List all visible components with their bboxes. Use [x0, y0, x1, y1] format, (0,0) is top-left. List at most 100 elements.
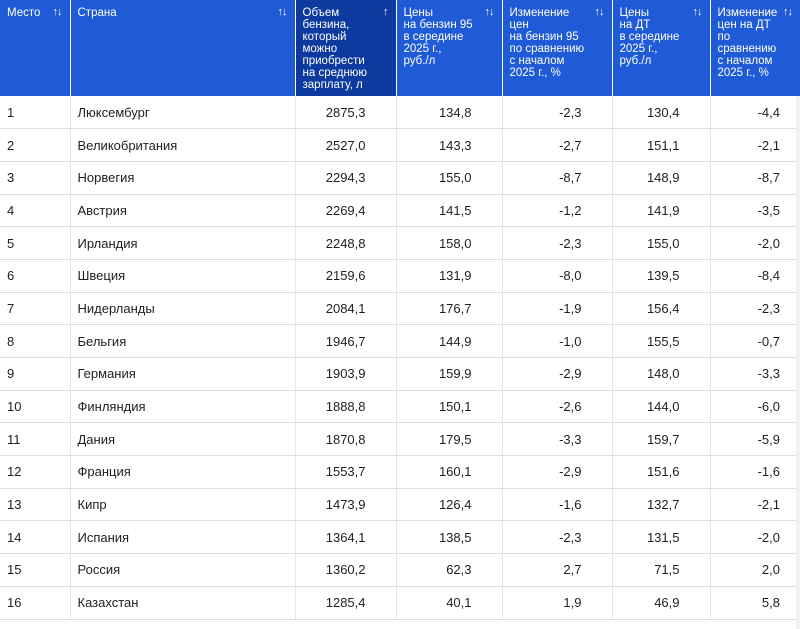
column-header-label-line: цен	[509, 19, 529, 31]
petrol-change-cell: -2,3	[502, 520, 613, 555]
diesel-change-cell: -2,1	[710, 128, 800, 162]
petrol-price-cell: 126,4	[396, 488, 503, 522]
column-header-petrol-price[interactable]: Цены на бензин 95 в середине 2025 г., руб./л…	[396, 0, 503, 96]
petrol-change-cell: -8,0	[502, 259, 613, 293]
diesel-price-cell: 139,5	[612, 259, 711, 293]
table-row: 6 Швеция 2159,6 131,9 -8,0 139,5 -8,4	[0, 259, 800, 293]
petrol-change-cell: -2,3	[502, 96, 613, 130]
petrol-price-cell: 143,3	[396, 128, 503, 162]
rank-cell: 9	[0, 357, 71, 391]
petrol-change-cell: -1,2	[502, 194, 613, 228]
table-row: 11 Дания 1870,8 179,5 -3,3 159,7 -5,9	[0, 422, 800, 457]
diesel-change-cell: -2,1	[710, 488, 800, 522]
sort-toggle-icon[interactable]: ↑↓	[277, 6, 288, 18]
petrol-price-cell: 160,1	[396, 455, 503, 489]
diesel-price-cell: 71,5	[612, 553, 711, 587]
petrol-change-cell: 1,9	[502, 586, 613, 620]
column-header-label-line: в середине	[403, 31, 464, 43]
diesel-change-cell: 5,8	[710, 586, 800, 620]
petrol-price-cell: 138,5	[396, 520, 503, 555]
fuel-volume-cell: 1903,9	[295, 357, 397, 391]
table-row: 2 Великобритания 2527,0 143,3 -2,7 151,1 -2,1	[0, 128, 800, 162]
petrol-price-cell: 158,0	[396, 226, 503, 260]
table-row: 1 Люксембург 2875,3 134,8 -2,3 130,4 -4,4	[0, 96, 800, 130]
table-row: 5 Ирландия 2248,8 158,0 -2,3 155,0 -2,0	[0, 226, 800, 260]
diesel-price-cell: 155,5	[612, 324, 711, 358]
petrol-price-cell: 179,5	[396, 422, 503, 457]
petrol-change-cell: -2,7	[502, 128, 613, 162]
sort-toggle-icon[interactable]: ↑↓	[594, 6, 605, 18]
petrol-change-cell: -2,9	[502, 455, 613, 489]
petrol-change-cell: 2,7	[502, 553, 613, 587]
country-cell: Великобритания	[70, 128, 296, 162]
column-header-label-line: Страна	[77, 7, 117, 19]
rank-cell: 3	[0, 161, 71, 195]
diesel-change-cell: -8,7	[710, 161, 800, 195]
table-row: 4 Австрия 2269,4 141,5 -1,2 141,9 -3,5	[0, 194, 800, 228]
column-header-label-line: зарплату, л	[302, 79, 363, 91]
rank-cell: 13	[0, 488, 71, 522]
fuel-volume-cell: 1870,8	[295, 422, 397, 457]
diesel-price-cell: 148,9	[612, 161, 711, 195]
column-header-label-line: Объем	[302, 7, 340, 19]
column-header-label-line: с началом	[717, 55, 773, 67]
diesel-change-cell: -8,4	[710, 259, 800, 293]
column-header-diesel-change[interactable]: Изменение цен на ДТ по сравнению с началом 2…	[710, 0, 800, 96]
column-header-fuel-volume[interactable]: Объем бензина, который можно приобрести на ср…	[295, 0, 397, 96]
column-header-diesel-price[interactable]: Цены на ДТ в середине 2025 г., руб./л ↑↓	[612, 0, 711, 96]
diesel-change-cell: -5,9	[710, 422, 800, 457]
rank-cell: 10	[0, 390, 71, 424]
diesel-change-cell: -6,0	[710, 390, 800, 424]
column-header-label-line: на среднюю	[302, 67, 368, 79]
diesel-price-cell: 131,5	[612, 520, 711, 555]
rank-cell: 1	[0, 96, 71, 130]
table-row: 3 Норвегия 2294,3 155,0 -8,7 148,9 -8,7	[0, 161, 800, 195]
column-header-country[interactable]: Страна ↑↓	[70, 0, 296, 96]
vertical-scrollbar[interactable]	[796, 96, 800, 629]
sort-ascending-icon[interactable]: ↑	[383, 6, 388, 18]
column-header-label-line: 2025 г., %	[509, 67, 561, 79]
rank-cell: 4	[0, 194, 71, 228]
diesel-change-cell: -2,0	[710, 226, 800, 260]
country-cell: Швеция	[70, 259, 296, 293]
sort-toggle-icon[interactable]: ↑↓	[484, 6, 495, 18]
petrol-price-cell: 40,1	[396, 586, 503, 620]
table-row: 7 Нидерланды 2084,1 176,7 -1,9 156,4 -2,3	[0, 292, 800, 326]
country-cell: Бельгия	[70, 324, 296, 358]
country-cell: Норвегия	[70, 161, 296, 195]
rank-cell: 5	[0, 226, 71, 260]
rank-cell: 8	[0, 324, 71, 358]
country-cell: Люксембург	[70, 96, 296, 130]
sort-toggle-icon[interactable]: ↑↓	[783, 6, 793, 18]
fuel-volume-cell: 2084,1	[295, 292, 397, 326]
petrol-price-cell: 150,1	[396, 390, 503, 424]
column-header-label-line: на бензин 95	[509, 31, 579, 43]
table-row: 10 Финляндия 1888,8 150,1 -2,6 144,0 -6,0	[0, 390, 800, 424]
diesel-change-cell: 2,0	[710, 553, 800, 587]
column-header-label-line: в середине	[619, 31, 680, 43]
rank-cell: 12	[0, 455, 71, 489]
diesel-price-cell: 148,0	[612, 357, 711, 391]
country-cell: Казахстан	[70, 586, 296, 620]
column-header-petrol-change[interactable]: Изменение цен на бензин 95 по сравнению с на…	[502, 0, 613, 96]
petrol-price-cell: 144,9	[396, 324, 503, 358]
country-cell: Кипр	[70, 488, 296, 522]
diesel-price-cell: 144,0	[612, 390, 711, 424]
petrol-change-cell: -8,7	[502, 161, 613, 195]
diesel-price-cell: 46,9	[612, 586, 711, 620]
diesel-price-cell: 130,4	[612, 96, 711, 130]
sort-toggle-icon[interactable]: ↑↓	[692, 6, 703, 18]
diesel-price-cell: 132,7	[612, 488, 711, 522]
petrol-price-cell: 131,9	[396, 259, 503, 293]
column-header-rank[interactable]: Место ↑↓	[0, 0, 71, 96]
sort-toggle-icon[interactable]: ↑↓	[52, 6, 63, 18]
rank-cell: 16	[0, 586, 71, 620]
column-header-label-line: Цены	[403, 7, 434, 19]
petrol-change-cell: -2,3	[502, 226, 613, 260]
column-header-label-line: на бензин 95	[403, 19, 473, 31]
petrol-change-cell: -2,6	[502, 390, 613, 424]
column-header-label-line: который	[302, 31, 347, 43]
rank-cell: 15	[0, 553, 71, 587]
diesel-price-cell: 155,0	[612, 226, 711, 260]
